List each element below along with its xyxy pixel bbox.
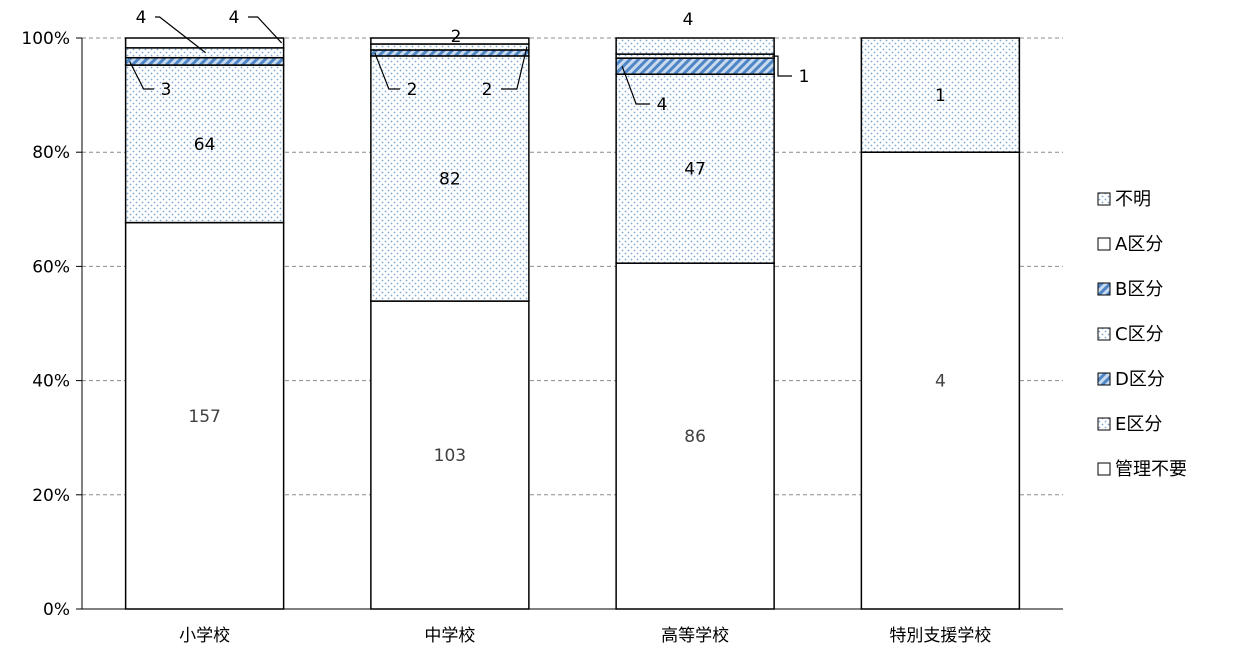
data-label: 82 — [439, 170, 461, 190]
legend-swatch — [1097, 282, 1111, 296]
bar-segment — [124, 56, 285, 66]
legend-label: D区分 — [1115, 369, 1165, 390]
data-label: 1 — [935, 86, 946, 106]
data-label: 157 — [188, 407, 220, 427]
bar-segment — [370, 300, 530, 610]
x-category-label: 小学校 — [179, 626, 230, 646]
legend-swatch — [1097, 237, 1111, 251]
legend-label: A区分 — [1115, 234, 1163, 255]
bar-segment — [370, 49, 530, 57]
legend-label: 管理不要 — [1115, 459, 1187, 480]
legend-label: C区分 — [1115, 324, 1164, 345]
bar-segment — [860, 37, 1021, 153]
x-category-label: 中学校 — [424, 626, 475, 646]
bar-segment — [124, 64, 285, 224]
y-tick-label: 80% — [32, 143, 70, 163]
data-label: 2 — [407, 80, 418, 100]
data-label: 4 — [229, 8, 240, 28]
data-label: 4 — [657, 95, 668, 115]
bar-segment — [370, 37, 530, 45]
legend-label: 不明 — [1115, 189, 1151, 210]
bar-segment — [615, 57, 775, 75]
data-label: 4 — [935, 372, 946, 392]
legend-label: B区分 — [1115, 279, 1163, 300]
data-label: 3 — [161, 80, 172, 100]
data-labels: 157 64 103 82 86 47 4 1 3 4 4 2 2 2 4 1 4 — [129, 8, 946, 466]
data-label: 2 — [451, 27, 462, 47]
x-category-label: 高等学校 — [661, 626, 729, 646]
data-label: 2 — [482, 80, 493, 100]
data-label: 103 — [434, 446, 466, 466]
callout-line — [155, 16, 206, 54]
bar-segment — [615, 37, 775, 55]
data-label: 64 — [194, 135, 216, 155]
data-label: 86 — [684, 427, 706, 447]
bar-segment — [615, 73, 775, 264]
callout-line — [374, 52, 400, 90]
callout-line — [129, 61, 154, 90]
legend-swatch — [1097, 192, 1111, 206]
x-category-label: 特別支援学校 — [889, 626, 991, 646]
bar-segment — [124, 37, 285, 49]
bar-segment — [124, 221, 285, 610]
bar-segment — [860, 151, 1021, 610]
legend-swatch — [1097, 417, 1111, 431]
callout-line — [621, 65, 650, 105]
bars — [124, 37, 1021, 610]
callout-line — [501, 46, 528, 90]
y-tick-label: 0% — [43, 600, 70, 620]
legend-swatch — [1097, 462, 1111, 476]
y-tick-label: 20% — [32, 486, 70, 506]
y-tick-label: 40% — [32, 372, 70, 392]
legend-swatch — [1097, 327, 1111, 341]
bar-segment — [124, 47, 285, 59]
data-label: 47 — [684, 160, 706, 180]
legend-label: E区分 — [1115, 414, 1162, 435]
legend-swatch — [1097, 372, 1111, 386]
data-label: 4 — [136, 8, 147, 28]
callout-line — [772, 55, 792, 77]
y-tick-label: 100% — [21, 29, 70, 49]
bar-segment — [615, 262, 775, 610]
data-label: 4 — [683, 10, 694, 30]
y-tick-label: 60% — [32, 257, 70, 277]
callout-line — [248, 16, 283, 44]
axes: 0% 20% 40% 60% 80% 100% 小学校 中学校 高等学校 特別支援学校 — [21, 29, 1063, 646]
data-label: 1 — [799, 67, 810, 87]
